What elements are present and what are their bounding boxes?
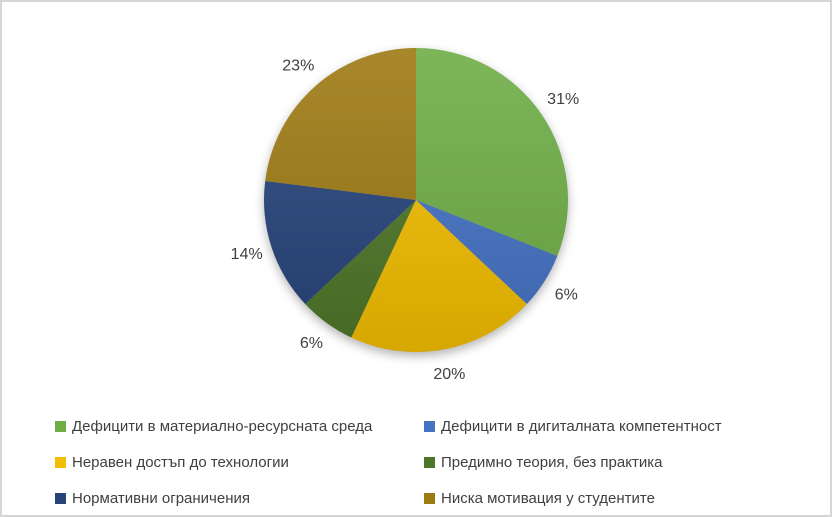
- legend-marker-icon: [424, 420, 435, 432]
- legend-item-1: Дефицити в материално-ресурсната среда: [55, 408, 424, 444]
- legend-item-5: Нормативни ограничения: [55, 480, 424, 515]
- legend-marker-icon: [55, 492, 66, 504]
- legend-item-4: Предимно теория, без практика: [424, 444, 830, 480]
- legend: Дефицити в материално-ресурсната среда Де…: [2, 404, 830, 515]
- legend-item-label: Нормативни ограничения: [72, 489, 250, 507]
- slice-value-label-1: 31%: [547, 91, 579, 108]
- pie-sheen-overlay: [264, 48, 568, 352]
- legend-item-3: Неравен достъп до технологии: [55, 444, 424, 480]
- legend-marker-icon: [55, 456, 66, 468]
- legend-item-label: Неравен достъп до технологии: [72, 453, 289, 471]
- legend-item-label: Предимно теория, без практика: [441, 453, 663, 471]
- pie-labels-group: 31% 6% 20% 6% 14% 23%: [231, 58, 580, 383]
- pie-chart-svg: 31% 6% 20% 6% 14% 23%: [231, 48, 580, 383]
- slice-value-label-4: 6%: [300, 335, 323, 352]
- legend-marker-icon: [424, 492, 435, 504]
- slice-value-label-3: 20%: [433, 366, 465, 383]
- legend-item-label: Дефицити в дигиталната компетентност: [441, 417, 722, 435]
- slice-value-label-5: 14%: [231, 246, 263, 263]
- legend-marker-icon: [55, 420, 66, 432]
- legend-item-2: Дефицити в дигиталната компетентност: [424, 408, 830, 444]
- legend-item-6: Ниска мотивация у студентите: [424, 480, 830, 515]
- slice-value-label-6: 23%: [282, 58, 314, 75]
- legend-marker-icon: [424, 456, 435, 468]
- slice-value-label-2: 6%: [555, 287, 578, 304]
- legend-item-label: Дефицити в материално-ресурсната среда: [72, 417, 373, 435]
- pie-plot-area: 31% 6% 20% 6% 14% 23%: [2, 2, 830, 402]
- legend-item-label: Ниска мотивация у студентите: [441, 489, 655, 507]
